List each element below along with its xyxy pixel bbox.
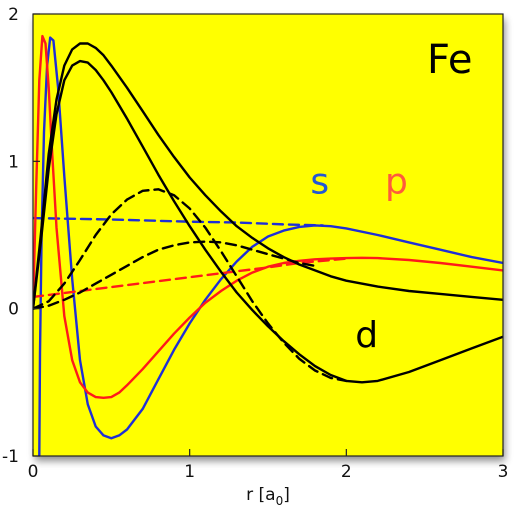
x-axis-label-end: ]: [283, 485, 290, 505]
series-layer: [33, 34, 503, 456]
x-tick-label: 1: [184, 462, 195, 482]
series-d-dashed-upper: [33, 188, 348, 383]
x-tick-label: 2: [341, 462, 352, 482]
series-p-dashed: [33, 257, 348, 299]
x-axis-label-main: r [a: [246, 485, 275, 505]
series-d-dashed-lower: [33, 240, 317, 310]
series-s-dashed: [33, 216, 324, 227]
y-tick-label: 2: [8, 5, 19, 25]
annotation-p: p: [385, 162, 408, 203]
annotation-d: d: [355, 315, 378, 356]
y-tick-label: -1: [2, 447, 19, 467]
series-d-solid-upper: [33, 42, 503, 310]
tick-layer: 0 1 2 3 -1 0 1 2: [2, 5, 508, 482]
y-tick-label: 0: [8, 300, 19, 320]
x-tick-label: 0: [28, 462, 39, 482]
series-d-solid-lower: [33, 59, 503, 384]
plot-frame: [32, 13, 504, 457]
annotation-element: Fe: [427, 37, 472, 83]
annotation-s: s: [310, 162, 329, 203]
plot-background: [33, 14, 503, 456]
x-axis-label: r [a0]: [246, 485, 290, 508]
annotation-layer: Fe s p d: [310, 37, 472, 356]
series-s-solid: [38, 36, 503, 456]
y-tick-label: 1: [8, 152, 19, 172]
x-tick-label: 3: [498, 462, 509, 482]
x-axis-label-subscript: 0: [276, 494, 284, 508]
